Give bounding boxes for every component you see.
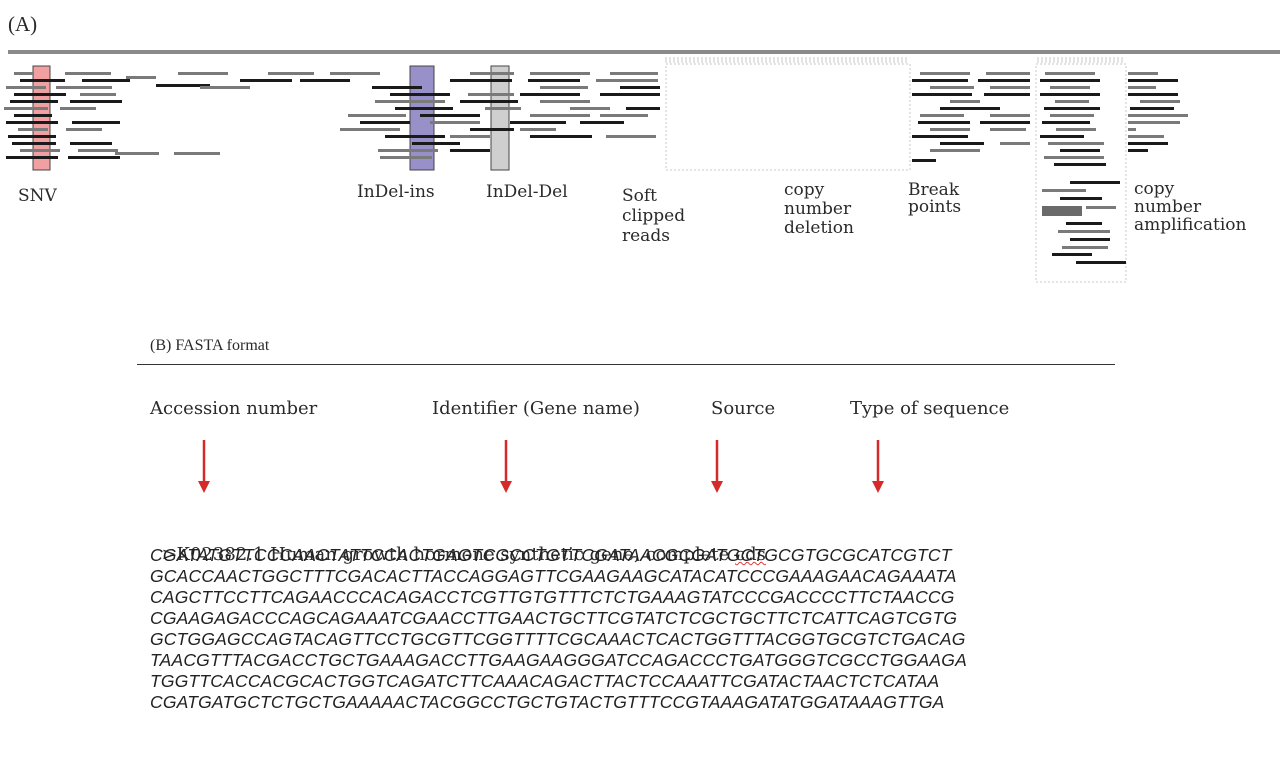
reads-amplification-cluster: [1040, 72, 1188, 264]
arrow-down-icon: [711, 440, 723, 493]
reads-soft-clipped-cluster: [510, 72, 660, 138]
reference-genome-line: [8, 50, 1280, 54]
arrow-down-icon: [872, 440, 884, 493]
coverage-ticks-deletion: [665, 57, 907, 63]
sequence-line: GCTGGAGCCAGTACAGTTCCTGCGTTCGGTTTTCGCAAAC…: [150, 629, 966, 649]
sequence-line: TAACGTTTACGACCTGCTGAAAGACCTTGAAGAAGGGATC…: [150, 650, 967, 670]
deletion-region-box: [665, 63, 911, 171]
reads-left-cluster: [4, 72, 220, 159]
sequence-line: CGAAGAGACCCAGCAGAAATCGAACCTTGAACTGCTTCGT…: [150, 608, 958, 628]
amplification-region-box: [1035, 63, 1127, 283]
read-alignment-diagram: [4, 50, 1280, 283]
annotation-accession-number: Accession number: [150, 398, 318, 419]
reads-breakpoint-cluster: [912, 72, 1030, 162]
label-soft-clipped-reads: Soft clipped reads: [622, 186, 686, 246]
insertion-highlight: [409, 65, 435, 171]
annotation-source: Source: [711, 398, 776, 419]
annotation-type-of-sequence: Type of sequence: [850, 398, 1010, 419]
panel-b-rule: [137, 364, 1115, 365]
deletion-highlight: [490, 65, 510, 171]
label-copy-number-deletion: copy number deletion: [784, 180, 854, 238]
sequence-line: CGATGATGCTCTGCTGAAAAACTACGGCCTGCTGTACTGT…: [150, 692, 945, 712]
sequence-line: CAGCTTCCTTCAGAACCCACAGACCTCGTTGTGTTTCTCT…: [150, 587, 955, 607]
reads-middle-cluster: [178, 72, 521, 159]
arrow-down-icon: [500, 440, 512, 493]
label-snv: SNV: [18, 186, 57, 206]
annotation-identifier: Identifier (Gene name): [432, 398, 640, 419]
sequence-line: TGGTTCACCACGCACTGGTCAGATCTTCAAACAGACTTAC…: [150, 671, 940, 691]
label-indel-ins: InDel-ins: [357, 182, 435, 202]
fasta-header: >K02382.1 Human growth hormone synthetic…: [150, 523, 766, 565]
label-copy-number-amplification: copy number amplification: [1134, 179, 1247, 235]
fasta-header-text: >K02382.1 Human growth hormone synthetic…: [161, 544, 736, 565]
label-break-points: Break points: [908, 180, 962, 217]
fasta-sequence: CGATATGTTCCCAACTATTCCACTGAGTCGCCTGTTCGAT…: [150, 545, 967, 713]
panel-a-label: (A): [8, 12, 38, 36]
fasta-header-flagged-word: cds: [735, 544, 766, 565]
label-indel-del: InDel-Del: [486, 182, 568, 202]
coverage-ticks-amplification: [1037, 57, 1123, 63]
sequence-line: CGATATGTTCCCAACTATTCCACTGAGTCGCCTGTTCGAT…: [150, 545, 952, 565]
sequence-line: GCACCAACTGGCTTTCGACACTTACCAGGAGTTCGAAGAA…: [150, 566, 957, 586]
arrow-down-icon: [198, 440, 210, 493]
panel-b-title: (B) FASTA format: [150, 337, 270, 354]
